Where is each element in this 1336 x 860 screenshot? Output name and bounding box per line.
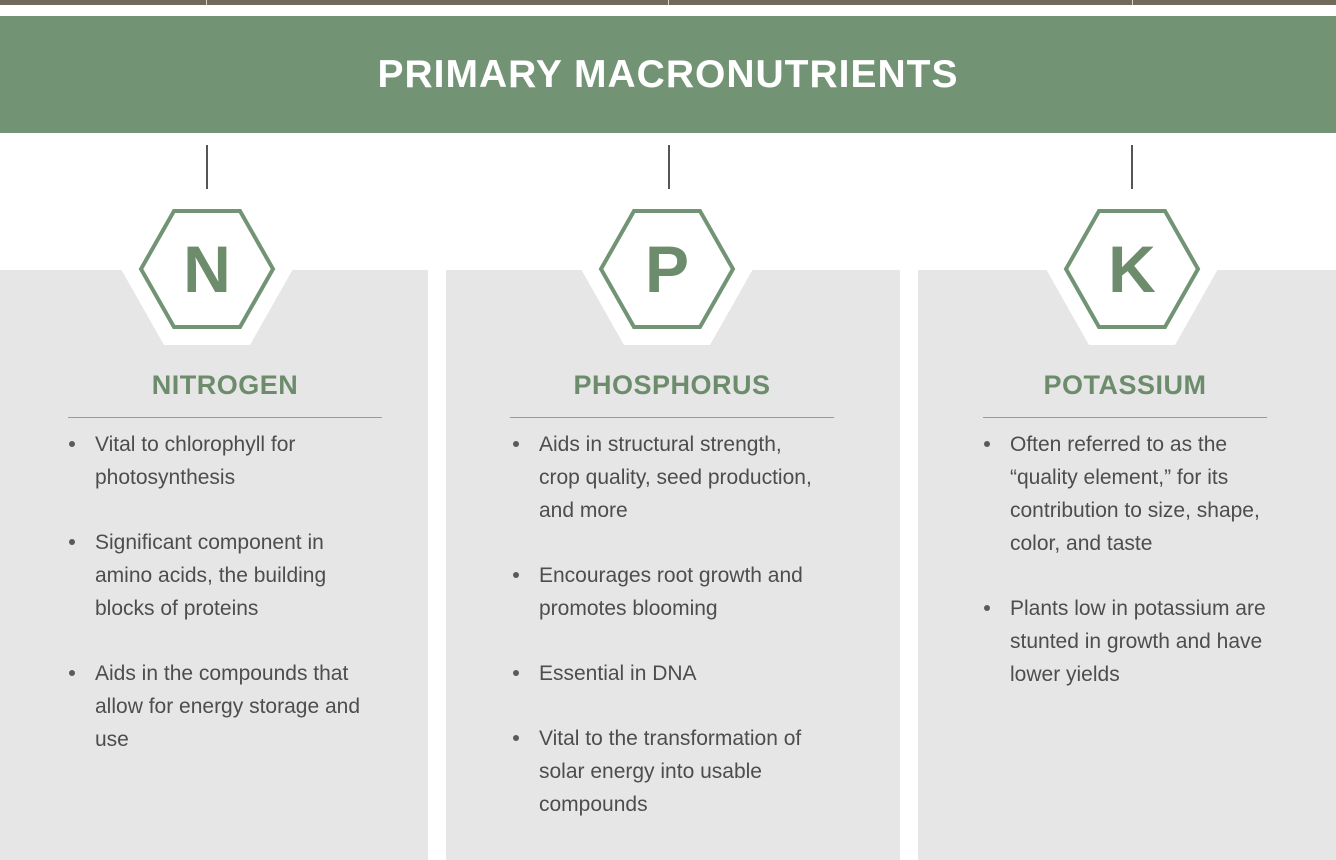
bullet-icon xyxy=(513,572,519,578)
nutrient-title-nitrogen: NITROGEN xyxy=(151,370,299,400)
bullet-list-potassium: Often referred to as the “quality elemen… xyxy=(983,428,1283,691)
element-symbol: N xyxy=(183,232,231,306)
panel-nitrogen xyxy=(0,270,428,860)
bullet-icon xyxy=(69,670,75,676)
list-item: Plants low in potassium are stunted in g… xyxy=(983,592,1283,691)
top-border-tick xyxy=(668,0,669,5)
hexagon-icon xyxy=(581,193,753,345)
title-divider xyxy=(68,417,382,418)
bullet-icon xyxy=(984,441,990,447)
bullet-icon xyxy=(513,735,519,741)
list-item: Often referred to as the “quality elemen… xyxy=(983,428,1283,560)
title-divider xyxy=(510,417,834,418)
top-border-tick xyxy=(1132,0,1133,5)
list-item: Essential in DNA xyxy=(512,657,822,690)
list-item: Encourages root growth and promotes bloo… xyxy=(512,559,822,625)
banner-title: PRIMARY MACRONUTRIENTS xyxy=(377,53,959,96)
connector-line-nitrogen xyxy=(206,145,208,189)
nutrient-title-phosphorus: PHOSPHORUS xyxy=(573,370,771,400)
connector-line-phosphorus xyxy=(668,145,670,189)
list-item: Aids in structural strength, crop qualit… xyxy=(512,428,822,527)
bullet-icon xyxy=(513,670,519,676)
bullet-icon xyxy=(69,441,75,447)
hexagon-badge-potassium: K xyxy=(1046,193,1218,345)
hexagon-badge-nitrogen: N xyxy=(121,193,293,345)
element-symbol: P xyxy=(644,232,690,306)
list-item: Significant component in amino acids, th… xyxy=(68,526,378,625)
element-symbol: K xyxy=(1108,232,1156,306)
bullet-icon xyxy=(513,441,519,447)
title-banner: PRIMARY MACRONUTRIENTS xyxy=(0,16,1336,133)
list-item: Vital to chlorophyll for photosynthesis xyxy=(68,428,378,494)
list-item: Vital to the transformation of solar ene… xyxy=(512,722,822,821)
bullet-list-nitrogen: Vital to chlorophyll for photosynthesis … xyxy=(68,428,378,756)
hexagon-icon xyxy=(121,193,293,345)
hexagon-badge-phosphorus: P xyxy=(581,193,753,345)
bullet-icon xyxy=(984,605,990,611)
top-border-tick xyxy=(206,0,207,5)
panel-phosphorus xyxy=(446,270,900,860)
list-item: Aids in the compounds that allow for ene… xyxy=(68,657,378,756)
nutrient-title-potassium: POTASSIUM xyxy=(1043,370,1207,400)
title-divider xyxy=(983,417,1267,418)
connector-line-potassium xyxy=(1131,145,1133,189)
bullet-list-phosphorus: Aids in structural strength, crop qualit… xyxy=(512,428,822,821)
hexagon-icon xyxy=(1046,193,1218,345)
panel-potassium xyxy=(918,270,1336,860)
bullet-icon xyxy=(69,539,75,545)
